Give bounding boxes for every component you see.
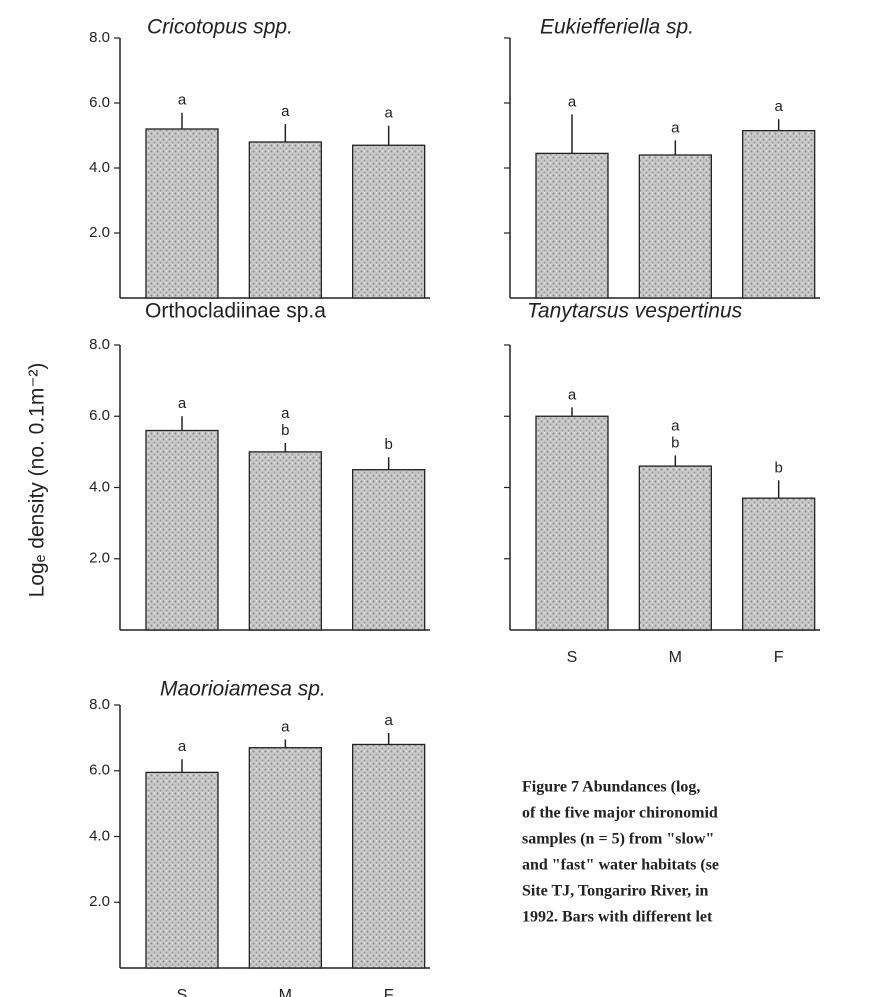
significance-letter: a (281, 103, 290, 120)
bar (145, 429, 219, 631)
significance-letter: b (384, 436, 392, 453)
x-tick-label: S (177, 987, 188, 997)
significance-letter: a (568, 93, 577, 110)
significance-letter: a (178, 92, 187, 109)
y-axis-label: Logₑ density (no. 0.1m⁻²) (26, 363, 49, 598)
significance-letter: a (178, 738, 187, 755)
bar (742, 129, 816, 299)
x-tick-label: M (279, 987, 292, 997)
significance-letter: b (281, 422, 289, 439)
bar (145, 771, 219, 969)
significance-letter: a (281, 405, 290, 422)
y-tick-label: 8.0 (89, 696, 110, 713)
significance-letter: a (384, 105, 393, 122)
y-tick-label: 4.0 (89, 478, 110, 495)
bar (535, 152, 609, 299)
chart-title: Cricotopus spp. (147, 16, 293, 39)
y-tick-label: 4.0 (89, 827, 110, 844)
bar (352, 743, 426, 969)
x-tick-label: F (774, 649, 784, 666)
caption-line: Site TJ, Tongariro River, in (522, 883, 709, 900)
significance-letter: a (671, 417, 680, 434)
bar (248, 451, 322, 631)
significance-letter: a (384, 712, 393, 729)
bar (742, 497, 816, 631)
y-tick-label: 6.0 (89, 407, 110, 424)
significance-letter: a (281, 718, 290, 735)
bar (145, 128, 219, 299)
chart-title: Maorioiamesa sp. (160, 678, 326, 701)
y-tick-label: 8.0 (89, 336, 110, 353)
chart-title: Eukiefferiella sp. (540, 16, 694, 39)
y-tick-label: 2.0 (89, 893, 110, 910)
y-tick-label: 6.0 (89, 762, 110, 779)
y-tick-label: 2.0 (89, 550, 110, 567)
y-tick-label: 4.0 (89, 159, 110, 176)
y-tick-label: 6.0 (89, 94, 110, 111)
significance-letter: a (774, 98, 783, 115)
bar (352, 469, 426, 631)
chart-title: Tanytarsus vespertinus (527, 300, 743, 323)
caption-line: 1992. Bars with different let (522, 909, 713, 926)
bar (352, 144, 426, 299)
significance-letter: a (178, 395, 187, 412)
bar (535, 415, 609, 631)
significance-letter: b (774, 459, 782, 476)
x-tick-label: F (384, 987, 394, 997)
significance-letter: a (568, 386, 577, 403)
bar (638, 154, 712, 299)
caption-line: of the five major chironomid (522, 805, 718, 822)
y-tick-label: 2.0 (89, 224, 110, 241)
caption-line: samples (n = 5) from "slow" (522, 831, 714, 848)
chart-title: Orthocladiinae sp.a (145, 300, 326, 323)
bar (248, 747, 322, 969)
caption-line: Figure 7 Abundances (log, (522, 779, 700, 796)
caption-line: and "fast" water habitats (se (522, 857, 719, 874)
significance-letter: b (671, 434, 679, 451)
bar (638, 465, 712, 631)
bar (248, 141, 322, 299)
y-tick-label: 8.0 (89, 29, 110, 46)
x-tick-label: S (567, 649, 578, 666)
significance-letter: a (671, 119, 680, 136)
x-tick-label: M (669, 649, 682, 666)
